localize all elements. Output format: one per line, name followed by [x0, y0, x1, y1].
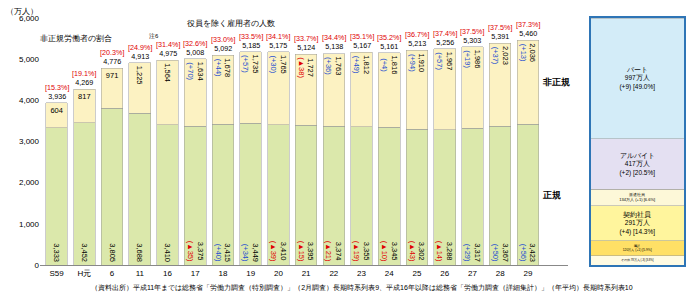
svg-text:23: 23	[357, 269, 366, 278]
svg-text:604: 604	[50, 106, 63, 115]
svg-text:28: 28	[496, 269, 505, 278]
svg-text:[37.5%]5,391: [37.5%]5,391	[488, 23, 512, 41]
svg-text:非正規: 非正規	[542, 77, 570, 87]
svg-text:3,367(+50): 3,367(+50)	[491, 243, 510, 262]
svg-text:4,000: 4,000	[19, 96, 40, 105]
svg-text:3,317(+29): 3,317(+29)	[463, 243, 482, 262]
svg-text:[37.3%]5,460: [37.3%]5,460	[516, 20, 540, 38]
svg-text:3,423(+56): 3,423(+56)	[519, 243, 538, 262]
svg-text:11: 11	[136, 269, 145, 278]
svg-text:18: 18	[219, 269, 228, 278]
svg-text:3,805: 3,805	[108, 243, 117, 262]
svg-text:1,678(+44): 1,678(+44)	[214, 58, 233, 77]
svg-text:H元: H元	[77, 269, 91, 278]
svg-text:非正規労働者の割合: 非正規労働者の割合	[40, 34, 112, 43]
svg-text:[20.3%]4,776: [20.3%]4,776	[100, 48, 124, 66]
svg-text:[34.1%]5,175: [34.1%]5,175	[266, 32, 290, 50]
svg-text:20: 20	[274, 269, 283, 278]
svg-text:[35.2%]5,161: [35.2%]5,161	[377, 33, 401, 51]
svg-text:1,816(+4): 1,816(+4)	[380, 56, 399, 75]
svg-text:3,452: 3,452	[80, 243, 89, 262]
svg-text:21: 21	[302, 269, 311, 278]
svg-text:契約社員291万人(+4) [14.3%]: 契約社員291万人(+4) [14.3%]	[619, 211, 655, 236]
svg-text:3,410(▲39): 3,410(▲39)	[269, 241, 288, 262]
svg-text:1,000: 1,000	[19, 220, 40, 229]
svg-text:3,355(▲19): 3,355(▲19)	[352, 241, 371, 262]
svg-text:1,765(+30): 1,765(+30)	[269, 55, 288, 74]
svg-text:817: 817	[78, 92, 91, 101]
svg-text:1,967(+57): 1,967(+57)	[435, 52, 454, 71]
svg-text:19: 19	[246, 269, 255, 278]
svg-text:2,000: 2,000	[19, 178, 40, 187]
svg-text:1,564: 1,564	[163, 63, 172, 82]
svg-text:16: 16	[163, 269, 172, 278]
svg-text:[24.9%]4,913: [24.9%]4,913	[128, 43, 152, 61]
svg-text:[35.1%]5,167: [35.1%]5,167	[350, 32, 374, 50]
svg-text:[15.3%]3,936: [15.3%]3,936	[45, 83, 69, 101]
svg-text:22: 22	[329, 269, 338, 278]
svg-text:[37.4%]5,256: [37.4%]5,256	[433, 29, 457, 47]
svg-text:嘱託120万人 (+1) [5.9%]: 嘱託120万人 (+1) [5.9%]	[623, 244, 652, 252]
svg-text:2,036(+13): 2,036(+13)	[519, 43, 538, 62]
svg-text:17: 17	[191, 269, 200, 278]
svg-text:正規: 正規	[542, 190, 561, 200]
svg-text:3,449(+34): 3,449(+34)	[241, 243, 260, 262]
svg-text:派遣社員134万人 (+1) [6.6%]: 派遣社員134万人 (+1) [6.6%]	[619, 192, 655, 202]
svg-text:その他 78万人 (-3) [3.8%]: その他 78万人 (-3) [3.8%]	[621, 258, 654, 262]
svg-text:パート997万人(+9) [49.0%]: パート997万人(+9) [49.0%]	[619, 66, 655, 91]
svg-text:3,410: 3,410	[163, 243, 172, 262]
svg-text:3,345(▲10): 3,345(▲10)	[380, 241, 399, 262]
svg-text:3,374(▲21): 3,374(▲21)	[324, 241, 343, 262]
svg-text:29: 29	[523, 269, 532, 278]
svg-text:24: 24	[385, 269, 394, 278]
svg-text:3,000: 3,000	[19, 137, 40, 146]
svg-text:971: 971	[106, 71, 119, 80]
svg-text:S59: S59	[50, 269, 65, 278]
svg-text:1,225: 1,225	[135, 66, 144, 85]
svg-text:25: 25	[413, 269, 422, 278]
svg-text:1,986(+19): 1,986(+19)	[463, 50, 482, 69]
svg-text:26: 26	[440, 269, 449, 278]
svg-text:3,415(+40): 3,415(+40)	[214, 243, 233, 262]
svg-text:1,735(+57): 1,735(+57)	[241, 55, 260, 74]
svg-text:注6: 注6	[149, 32, 159, 39]
svg-text:3,288(▲14): 3,288(▲14)	[435, 241, 454, 262]
svg-text:[37.5%]5,303: [37.5%]5,303	[460, 27, 484, 45]
svg-text:3,395(▲15): 3,395(▲15)	[297, 241, 316, 262]
svg-text:（資料出所）平成11年までは総務省「労働力調査（特別調査）」: （資料出所）平成11年までは総務省「労働力調査（特別調査）」（2月調査）長期時系…	[91, 284, 633, 292]
svg-text:5,000: 5,000	[19, 55, 40, 64]
svg-text:1,812(+49): 1,812(+49)	[352, 55, 371, 74]
svg-text:[32.6%]5,008: [32.6%]5,008	[183, 39, 207, 57]
svg-text:役員を除く雇用者の人数: 役員を除く雇用者の人数	[187, 19, 275, 28]
svg-text:2,023(+37): 2,023(+37)	[491, 46, 510, 65]
svg-text:3,302(▲43): 3,302(▲43)	[408, 241, 427, 262]
svg-text:アルバイト417万人(+2) [20.5%]: アルバイト417万人(+2) [20.5%]	[619, 152, 655, 177]
svg-text:[31.4%]4,975: [31.4%]4,975	[156, 40, 180, 58]
svg-text:27: 27	[468, 269, 477, 278]
svg-text:[34.4%]5,138: [34.4%]5,138	[322, 33, 346, 51]
svg-text:3,375(▲35): 3,375(▲35)	[186, 241, 205, 262]
svg-text:[33.0%]5,092: [33.0%]5,092	[211, 35, 235, 53]
svg-text:3,333: 3,333	[52, 243, 61, 262]
svg-text:0: 0	[35, 261, 40, 270]
svg-text:[33.7%]5,124: [33.7%]5,124	[294, 34, 318, 52]
svg-text:（万人）: （万人）	[6, 7, 38, 16]
svg-text:[19.1%]4,269: [19.1%]4,269	[72, 69, 96, 87]
svg-text:[33.5%]5,185: [33.5%]5,185	[239, 32, 263, 50]
svg-text:6,000: 6,000	[19, 14, 40, 23]
svg-text:1,763(+36): 1,763(+36)	[324, 57, 343, 76]
svg-text:[36.7%]5,213: [36.7%]5,213	[405, 30, 429, 48]
svg-text:1,727(▲38): 1,727(▲38)	[297, 57, 316, 78]
svg-text:1,910(+94): 1,910(+94)	[408, 53, 427, 72]
svg-text:1,634(+70): 1,634(+70)	[186, 62, 205, 81]
svg-text:6: 6	[110, 269, 115, 278]
svg-text:3,688: 3,688	[135, 243, 144, 262]
